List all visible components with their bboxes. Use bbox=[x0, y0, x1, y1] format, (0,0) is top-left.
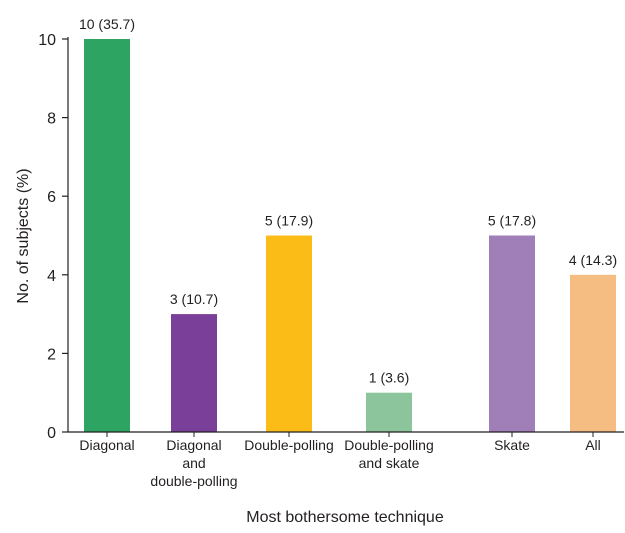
x-category-label: Diagonal and double-polling bbox=[150, 437, 237, 489]
y-axis-title: No. of subjects (%) bbox=[15, 168, 32, 303]
y-tick-label: 4 bbox=[47, 268, 56, 285]
x-category-label: Skate bbox=[494, 437, 530, 453]
data-label: 5 (17.9) bbox=[265, 213, 313, 229]
data-label: 3 (10.7) bbox=[170, 291, 218, 307]
y-tick-label: 10 bbox=[38, 32, 56, 49]
bar bbox=[84, 39, 130, 432]
data-label: 1 (3.6) bbox=[369, 370, 409, 386]
bar bbox=[266, 235, 312, 432]
bar bbox=[489, 235, 535, 432]
x-category-labels: Diagonal Diagonal and double-polling Double-… bbox=[79, 432, 601, 489]
data-labels: 10 (35.7) 3 (10.7) 5 (17.9) 1 (3.6) 5 (17.8)… bbox=[79, 16, 617, 386]
y-tick-label: 2 bbox=[47, 346, 56, 363]
data-label: 4 (14.3) bbox=[569, 252, 617, 268]
x-category-label: Double-polling and skate bbox=[344, 437, 434, 471]
x-category-label: All bbox=[585, 437, 601, 453]
bar bbox=[366, 392, 412, 432]
data-label: 10 (35.7) bbox=[79, 16, 135, 32]
x-category-label: Diagonal bbox=[79, 437, 134, 453]
y-tick-label: 6 bbox=[47, 189, 56, 206]
bars-layer bbox=[84, 39, 616, 432]
data-label: 5 (17.8) bbox=[488, 213, 536, 229]
bar bbox=[570, 274, 616, 432]
y-tick-label: 0 bbox=[47, 425, 56, 442]
bar bbox=[171, 314, 217, 432]
y-ticks: 0 2 4 6 8 10 bbox=[38, 32, 68, 442]
x-axis-title: Most bothersome technique bbox=[246, 509, 444, 526]
x-category-label: Double-polling bbox=[244, 437, 334, 453]
y-tick-label: 8 bbox=[47, 111, 56, 128]
axes-layer bbox=[67, 37, 624, 433]
